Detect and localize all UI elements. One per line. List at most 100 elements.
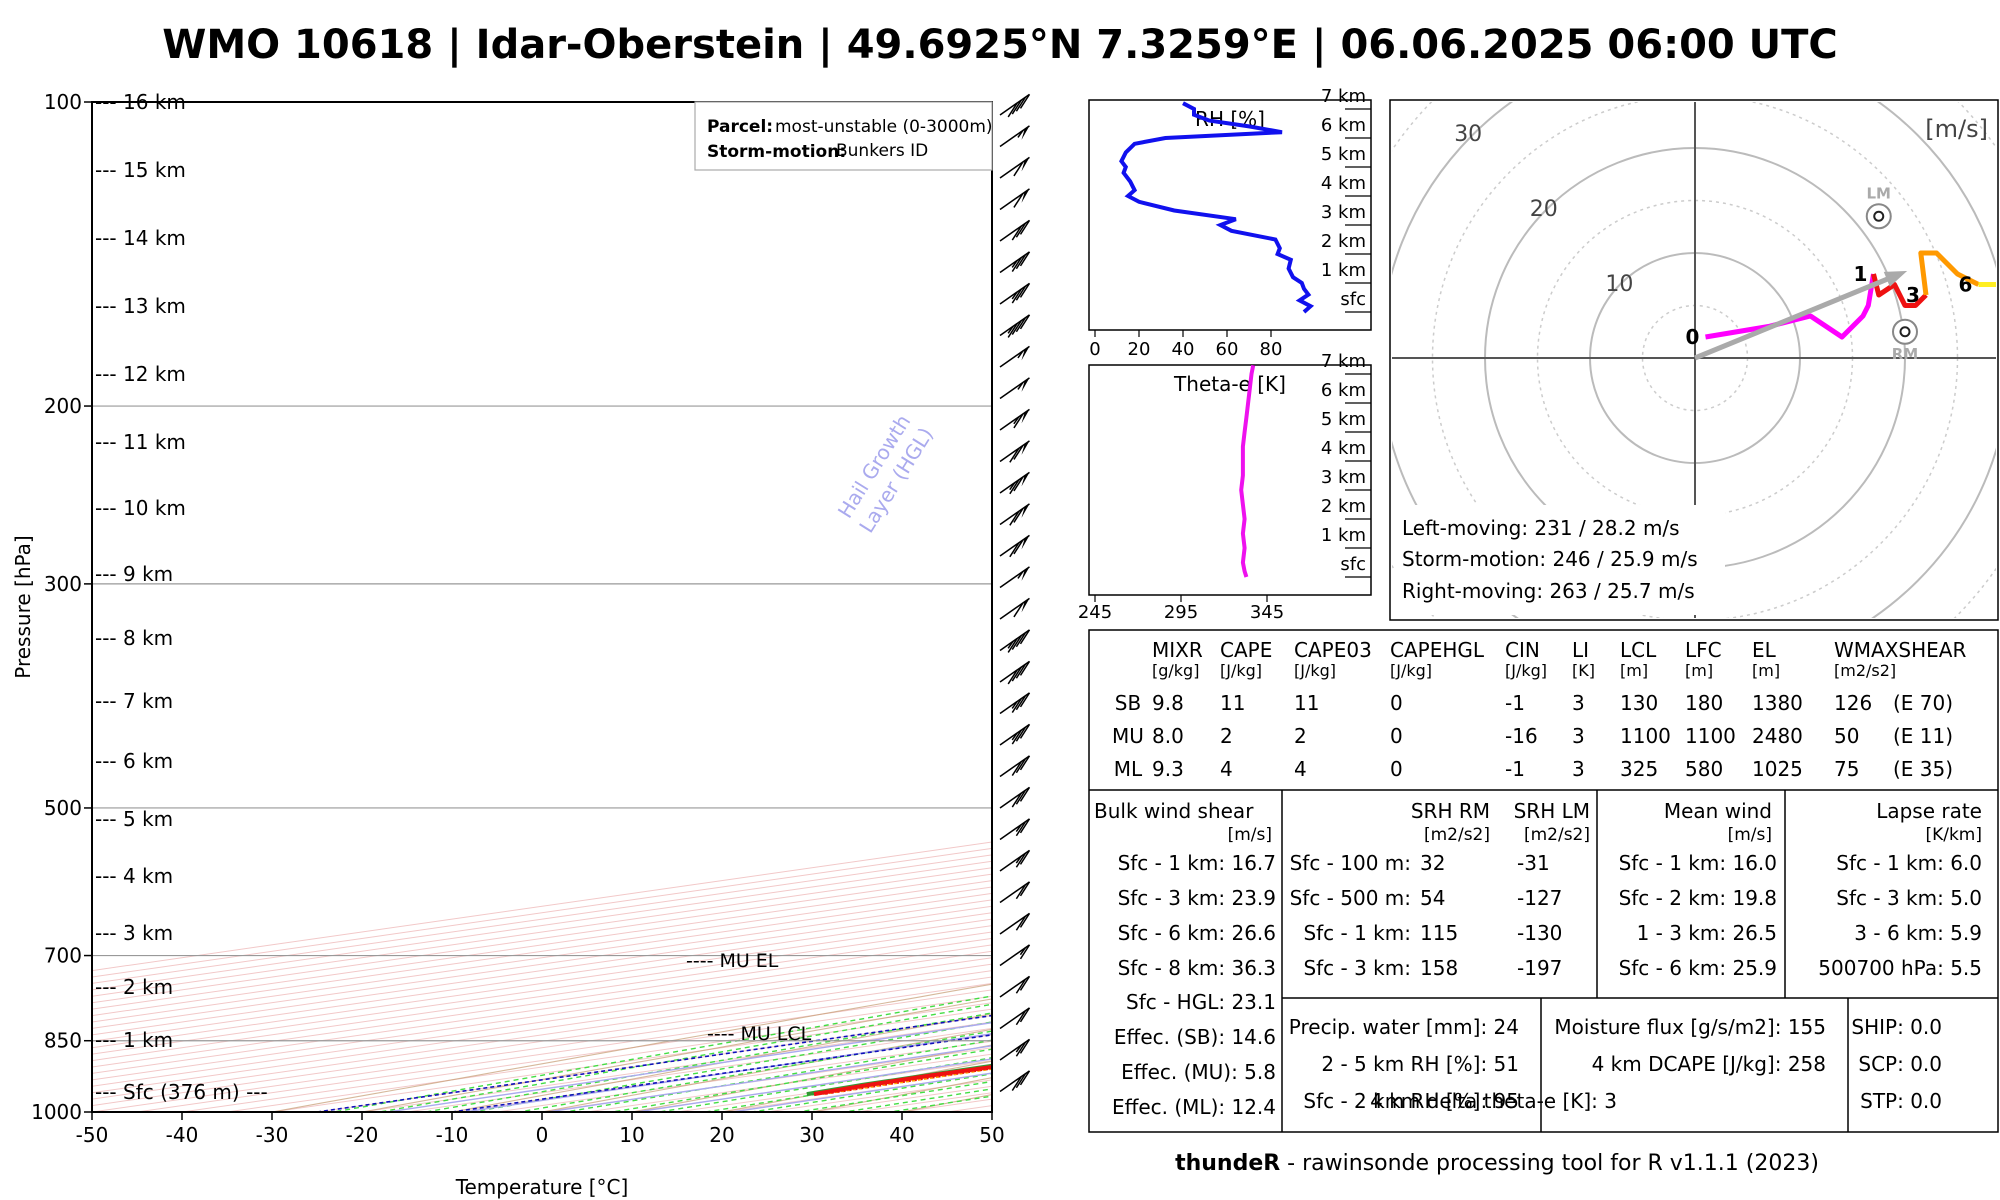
index-row-name: ML bbox=[1114, 757, 1143, 781]
wind-barb bbox=[999, 440, 1030, 463]
isotherm-line bbox=[92, 925, 992, 1055]
hodograph-height-label: 0 bbox=[1686, 325, 1700, 349]
srh-section: SRH RM SRH LM [m2/s2] [m2/s2] Sfc - 100 … bbox=[1290, 799, 1590, 980]
bulk-shear-row: Effec. (ML): 12.4 bbox=[1112, 1095, 1276, 1119]
srh-rm-value: 54 bbox=[1420, 886, 1445, 910]
rh-height-label: sfc bbox=[1340, 289, 1366, 310]
index-value: 2 bbox=[1220, 724, 1233, 748]
height-label: --- 5 km bbox=[95, 807, 173, 831]
isotherm-line bbox=[92, 854, 992, 984]
wind-barb bbox=[999, 125, 1030, 148]
skew-t-frame bbox=[91, 101, 993, 1113]
wind-barb bbox=[999, 282, 1031, 305]
moisture-row: Sfc - 2 km RH [%]: 95 bbox=[1303, 1089, 1519, 1113]
srh-row-label: Sfc - 1 km: bbox=[1303, 921, 1411, 945]
lapse-rate-row: 500700 hPa: 5.5 bbox=[1818, 956, 1982, 980]
wind-barb bbox=[999, 408, 1030, 431]
index-value: 580 bbox=[1685, 757, 1723, 781]
height-label: --- 1 km bbox=[95, 1028, 173, 1052]
wind-barb bbox=[999, 314, 1031, 338]
index-unit: [J/kg] bbox=[1505, 661, 1547, 680]
rh-frame bbox=[1088, 99, 1372, 331]
bulk-shear-row: Sfc - 3 km: 23.9 bbox=[1118, 886, 1276, 910]
index-value: -16 bbox=[1505, 724, 1538, 748]
mean-wind-row: Sfc - 6 km: 25.9 bbox=[1619, 956, 1777, 980]
index-value: 3 bbox=[1572, 757, 1585, 781]
srh-rm-unit: [m2/s2] bbox=[1424, 825, 1490, 845]
wind-barb bbox=[999, 188, 1030, 211]
theta-e-height-label: 1 km bbox=[1321, 525, 1366, 546]
temperature-tick-label: -50 bbox=[76, 1123, 109, 1147]
wind-barb bbox=[999, 912, 1031, 935]
wind-barb bbox=[999, 251, 1031, 274]
moist-adiabat-line bbox=[467, 1021, 992, 1112]
hodograph-trace bbox=[1918, 250, 1980, 296]
index-value: 3 bbox=[1572, 691, 1585, 715]
composite-row: SCP: 0.0 bbox=[1858, 1052, 1942, 1076]
wind-barb bbox=[999, 566, 1030, 589]
bulk-shear-row: Sfc - 6 km: 26.6 bbox=[1118, 921, 1276, 945]
theta-e-tick-label: 245 bbox=[1078, 602, 1112, 623]
srh-rm-title: SRH RM bbox=[1411, 799, 1490, 823]
height-label: --- 10 km bbox=[95, 496, 186, 520]
height-label: --- 13 km bbox=[95, 294, 186, 318]
theta-e-height-label: 6 km bbox=[1321, 380, 1366, 401]
rh-height-label: 1 km bbox=[1321, 260, 1366, 281]
footer-text: thundeR - rawinsonde processing tool for… bbox=[1175, 1151, 1819, 1176]
lapse-rate-row: Sfc - 3 km: 5.0 bbox=[1836, 886, 1982, 910]
wind-barb bbox=[999, 1038, 1031, 1061]
index-value: 1100 bbox=[1620, 724, 1671, 748]
storm-motion-label: Storm-motion: bbox=[707, 142, 846, 162]
index-value: 4 bbox=[1294, 757, 1307, 781]
index-header: WMAXSHEAR bbox=[1834, 638, 1966, 662]
theta-e-frame bbox=[1088, 364, 1372, 596]
bulk-shear-row: Effec. (SB): 14.6 bbox=[1114, 1025, 1276, 1049]
wind-barb bbox=[999, 975, 1031, 998]
wind-barb bbox=[999, 156, 1030, 179]
mean-wind-title: Mean wind bbox=[1664, 799, 1772, 823]
height-label: --- 4 km bbox=[95, 864, 173, 888]
right-moving-text: Right-moving: 263 / 25.7 m/s bbox=[1402, 579, 1695, 603]
srh-lm-value: -130 bbox=[1517, 921, 1562, 945]
composite-row: SHIP: 0.0 bbox=[1851, 1015, 1942, 1039]
index-value: 75 bbox=[1834, 757, 1859, 781]
mixing-ratio-line bbox=[547, 1045, 992, 1112]
pressure-tick-label: 850 bbox=[44, 1029, 82, 1053]
storm-marker-label: LM bbox=[1867, 184, 1892, 202]
left-moving-marker: LM bbox=[1865, 184, 1892, 230]
theta-e-height-label: sfc bbox=[1340, 554, 1366, 575]
storm-motion-text: Storm-motion: 246 / 25.9 m/s bbox=[1402, 547, 1698, 571]
wind-barb bbox=[999, 944, 1031, 967]
theta-e-height-label: 7 km bbox=[1321, 351, 1366, 372]
rh-tick-label: 80 bbox=[1260, 339, 1283, 360]
tables-frame bbox=[1088, 629, 1999, 1133]
index-value: 2480 bbox=[1752, 724, 1803, 748]
figure-title: WMO 10618 | Idar-Oberstein | 49.6925°N 7… bbox=[162, 22, 1838, 69]
lapse-rate-section: Lapse rate [K/km] Sfc - 1 km: 6.0 Sfc - 3… bbox=[1818, 799, 1982, 980]
wind-barb bbox=[999, 755, 1031, 778]
thermo-indices-table: MIXR[g/kg]CAPE[J/kg]CAPE03[J/kg]CAPEHGL[… bbox=[1112, 638, 1966, 781]
srh-lm-value: -31 bbox=[1517, 851, 1550, 875]
theta-e-height-label: 2 km bbox=[1321, 496, 1366, 517]
index-value: 0 bbox=[1390, 724, 1403, 748]
bulk-shear-row: Sfc - HGL: 23.1 bbox=[1126, 990, 1276, 1014]
rh-height-label: 5 km bbox=[1321, 144, 1366, 165]
index-unit: [J/kg] bbox=[1390, 661, 1432, 680]
srh-lm-title: SRH LM bbox=[1514, 799, 1590, 823]
srh-lm-value: -127 bbox=[1517, 886, 1562, 910]
moist-adiabat-line bbox=[608, 1048, 992, 1112]
index-value: 0 bbox=[1390, 691, 1403, 715]
bulk-shear-unit: [m/s] bbox=[1228, 825, 1272, 845]
pressure-tick-label: 500 bbox=[44, 796, 82, 820]
dry-adiabat-line bbox=[538, 1028, 992, 1112]
height-label: --- 12 km bbox=[95, 362, 186, 386]
moist-adiabat-line bbox=[561, 1039, 992, 1112]
temperature-tick-label: 50 bbox=[979, 1123, 1004, 1147]
index-unit: [K] bbox=[1572, 661, 1595, 680]
rh-tick-label: 0 bbox=[1089, 339, 1100, 360]
isotherm-line bbox=[92, 918, 992, 1049]
srh-rm-value: 32 bbox=[1420, 851, 1445, 875]
dry-adiabat-line bbox=[268, 983, 992, 1112]
